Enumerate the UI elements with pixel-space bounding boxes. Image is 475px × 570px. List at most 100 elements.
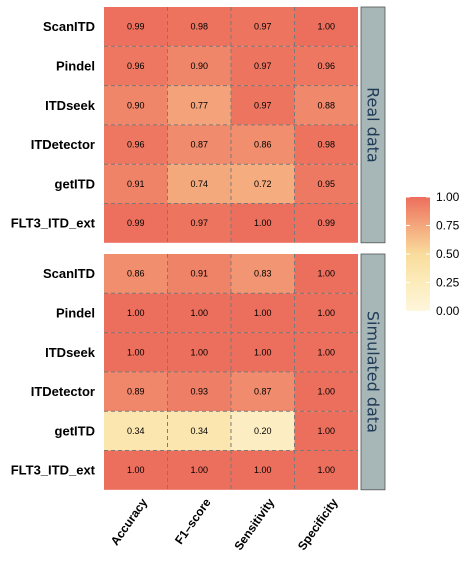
- cell-value-label: 0.86: [254, 140, 272, 150]
- cell-value-label: 0.97: [254, 100, 272, 110]
- legend-tick-label: 0.50: [436, 247, 460, 261]
- column-label: Accuracy: [108, 495, 151, 548]
- cell-value-label: 0.99: [127, 218, 145, 228]
- heatmap-cell: [167, 46, 231, 86]
- heatmap-cell: [104, 411, 168, 451]
- row-label: FLT3_ITD_ext: [11, 463, 96, 478]
- cell-value-label: 0.96: [317, 61, 335, 71]
- heatmap-cell: [294, 293, 358, 333]
- heatmap-cell: [104, 203, 168, 243]
- cell-value-label: 0.95: [317, 179, 335, 189]
- heatmap-cell: [104, 254, 168, 294]
- cell-value-label: 0.98: [317, 140, 335, 150]
- heatmap-cell: [231, 293, 295, 333]
- heatmap-cell: [231, 164, 295, 204]
- heatmap-cell: [104, 164, 168, 204]
- heatmap-cell: [294, 332, 358, 372]
- cell-value-label: 0.87: [190, 140, 208, 150]
- heatmap-cell: [167, 293, 231, 333]
- cell-value-label: 1.00: [317, 22, 335, 32]
- legend-tick-label: 0.75: [436, 219, 460, 233]
- cell-value-label: 0.72: [254, 179, 272, 189]
- heatmap-cell: [294, 411, 358, 451]
- cell-value-label: 0.91: [127, 179, 145, 189]
- cell-value-label: 1.00: [190, 308, 208, 318]
- cell-value-label: 0.88: [317, 100, 335, 110]
- facet-strip-label: Real data: [364, 87, 383, 163]
- heatmap-cell: [167, 7, 231, 47]
- heatmap-cell: [231, 411, 295, 451]
- heatmap-cell: [167, 85, 231, 125]
- cell-value-label: 1.00: [190, 347, 208, 357]
- column-label: Sensitivity: [231, 495, 277, 552]
- cell-value-label: 0.96: [127, 61, 145, 71]
- legend: 1.00 0.75 0.50 0.25 0.00: [406, 190, 460, 318]
- cell-value-label: 1.00: [317, 308, 335, 318]
- cell-value-label: 0.87: [254, 387, 272, 397]
- cell-value-label: 0.34: [190, 426, 208, 436]
- heatmap-cell: [231, 371, 295, 412]
- cell-value-label: 1.00: [127, 308, 145, 318]
- cell-value-label: 0.74: [190, 179, 208, 189]
- heatmap-cell: [167, 124, 231, 165]
- heatmap-panel: 0.86 0.91 0.83 1.00 1.00 1.00 1.00 1.00 1.00 1.00…: [104, 253, 386, 491]
- row-label: Pindel: [56, 305, 95, 320]
- cell-value-label: 1.00: [127, 347, 145, 357]
- heatmap-panel: 0.99 0.98 0.97 1.00 0.96 0.90 0.97 0.96 0.90 0.77…: [104, 6, 386, 244]
- heatmap-cell: [167, 254, 231, 294]
- heatmap-cell: [231, 124, 295, 165]
- heatmap-cell: [231, 332, 295, 372]
- heatmap-cell: [294, 7, 358, 47]
- cell-value-label: 1.00: [254, 308, 272, 318]
- cell-value-label: 0.93: [190, 387, 208, 397]
- cell-value-label: 0.91: [190, 269, 208, 279]
- heatmap-cell: [104, 332, 168, 372]
- cell-value-label: 0.86: [127, 269, 145, 279]
- column-label: F1–score: [172, 495, 214, 546]
- legend-tick-label: 0.00: [436, 304, 460, 318]
- cell-value-label: 1.00: [317, 269, 335, 279]
- heatmap-cell: [294, 203, 358, 243]
- cell-value-label: 1.00: [317, 426, 335, 436]
- heatmap-cell: [167, 371, 231, 412]
- row-label: ScanITD: [43, 266, 95, 281]
- legend-tick-label: 0.25: [436, 276, 460, 290]
- heatmap-cell: [231, 203, 295, 243]
- heatmap-cell: [294, 124, 358, 165]
- heatmap-cell: [104, 371, 168, 412]
- cell-value-label: 0.96: [127, 140, 145, 150]
- cell-value-label: 1.00: [127, 465, 145, 475]
- heatmap-cell: [167, 411, 231, 451]
- cell-value-label: 1.00: [317, 347, 335, 357]
- facet-strip: [360, 253, 386, 491]
- row-label: ITDseek: [45, 98, 96, 113]
- cell-value-label: 0.34: [127, 426, 145, 436]
- column-label: Specificity: [295, 495, 341, 552]
- heatmap-cell: [104, 450, 168, 490]
- row-label: getITD: [55, 176, 95, 191]
- heatmap-cell: [104, 46, 168, 86]
- cell-value-label: 1.00: [254, 465, 272, 475]
- heatmap-cell: [167, 332, 231, 372]
- cell-value-label: 1.00: [317, 387, 335, 397]
- heatmap-cell: [231, 254, 295, 294]
- facet-strip-label: Simulated data: [364, 311, 383, 433]
- legend-tick-label: 1.00: [436, 190, 460, 204]
- cell-value-label: 0.97: [254, 22, 272, 32]
- heatmap-cell: [231, 85, 295, 125]
- cell-value-label: 0.20: [254, 426, 272, 436]
- heatmap-cell: [294, 371, 358, 412]
- facet-strip: [360, 6, 386, 244]
- cell-value-label: 0.99: [317, 218, 335, 228]
- heatmap-cell: [231, 7, 295, 47]
- heatmap-cell: [294, 254, 358, 294]
- row-label: Pindel: [56, 58, 95, 73]
- heatmap-cell: [231, 46, 295, 86]
- heatmap-cell: [294, 164, 358, 204]
- cell-value-label: 0.90: [127, 100, 145, 110]
- heatmap-cell: [104, 85, 168, 125]
- heatmap-cell: [104, 124, 168, 165]
- cell-value-label: 0.97: [254, 61, 272, 71]
- cell-value-label: 0.97: [190, 218, 208, 228]
- row-label: getITD: [55, 423, 95, 438]
